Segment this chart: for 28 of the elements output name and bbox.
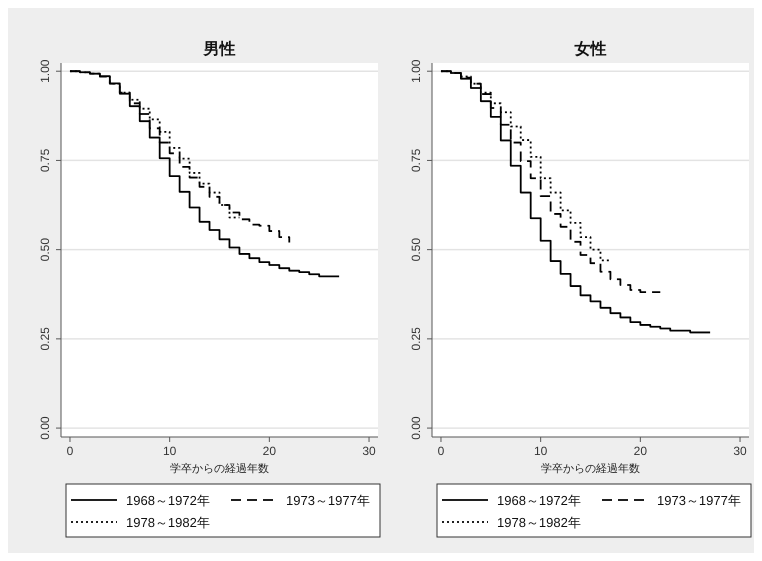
legend-label: 1968～1972年 (126, 493, 210, 508)
x-tick-label: 20 (634, 444, 648, 458)
legend-label: 1973～1977年 (286, 493, 370, 508)
x-tick-label: 10 (534, 444, 548, 458)
legend-label: 1968～1972年 (497, 493, 581, 508)
x-tick-label: 0 (438, 444, 445, 458)
x-axis-title: 学卒からの経過年数 (541, 462, 640, 475)
chart-title: 男性 (202, 40, 236, 58)
y-tick-label: 0.75 (409, 148, 423, 172)
x-tick-label: 0 (66, 444, 74, 458)
y-tick-label: 0.25 (38, 326, 52, 351)
y-tick-label: 0.50 (409, 238, 423, 262)
y-tick-label: 0.50 (38, 238, 52, 262)
x-tick-label: 30 (733, 444, 748, 458)
x-tick-label: 10 (162, 444, 177, 458)
x-axis-title: 学卒からの経過年数 (170, 462, 269, 475)
chart-title: 女性 (574, 40, 606, 58)
legend-label: 1978～1982年 (126, 515, 210, 530)
x-tick-label: 20 (262, 444, 276, 458)
y-tick-label: 0.00 (409, 416, 423, 440)
y-tick-label: 1.00 (409, 59, 423, 83)
y-tick-label: 0.25 (409, 326, 423, 351)
legend-label: 1973～1977年 (657, 493, 741, 508)
y-tick-label: 0.75 (38, 148, 52, 172)
y-tick-label: 1.00 (38, 59, 52, 83)
legend-label: 1978～1982年 (497, 515, 581, 530)
x-tick-label: 30 (362, 444, 376, 458)
y-tick-label: 0.00 (38, 416, 52, 440)
